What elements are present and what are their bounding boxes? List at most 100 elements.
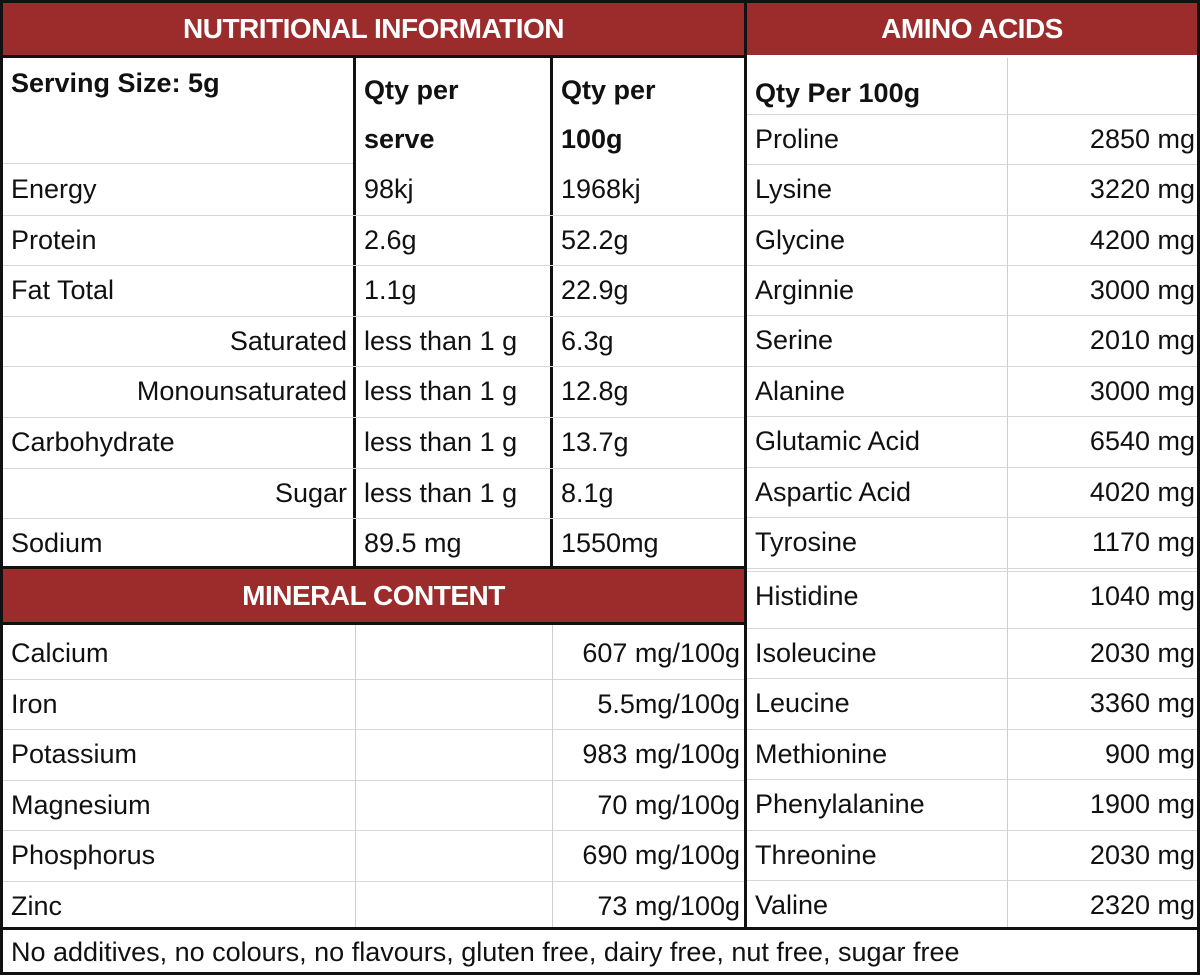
border-under-mineral-header [3, 622, 747, 625]
qty-per-serve: 2.6g [364, 224, 417, 255]
row-line [747, 830, 1197, 831]
qty-per-100g: 1550mg [561, 528, 659, 559]
nutrient-label: Protein [11, 224, 97, 255]
qty-per-serve: less than 1 g [364, 376, 518, 407]
border-bottom [3, 972, 1197, 975]
nut-col-divider-2 [550, 55, 553, 567]
mineral-value: 983 mg/100g [582, 739, 740, 769]
mineral-label: Potassium [11, 739, 138, 769]
nutrient-label: Sugar [274, 477, 347, 508]
border-right [1197, 0, 1200, 975]
qty-per-100g: 8.1g [561, 477, 614, 508]
border-above-footer [3, 927, 1200, 930]
mineral-value: 70 mg/100g [597, 789, 740, 820]
row-line [3, 417, 744, 418]
row-line [747, 880, 1197, 881]
row-line [747, 315, 1197, 316]
row-line [3, 467, 744, 469]
amino-value: 1040 mg [1089, 581, 1195, 611]
amino-label: Histidine [755, 581, 859, 611]
amino-value: 1170 mg [1091, 527, 1195, 557]
col-100g-line1: Qty per [561, 75, 656, 105]
nutrient-label: Sodium [11, 528, 103, 559]
row-line [747, 416, 1197, 417]
col-serve-line2: serve [364, 124, 435, 154]
amino-value: 3000 mg [1089, 376, 1195, 406]
amino-label: Aspartic Acid [755, 477, 912, 507]
amino-value: 2010 mg [1089, 325, 1195, 355]
mineral-label: Iron [11, 688, 58, 719]
row-line [747, 215, 1197, 216]
amino-label: Proline [755, 124, 840, 154]
mineral-value: 607 mg/100g [582, 638, 740, 668]
amino-value: 4020 mg [1089, 477, 1195, 507]
mineral-col-guide-2 [552, 625, 553, 927]
nutrition-header: NUTRITIONAL INFORMATION [3, 3, 744, 55]
nut-col-divider-1 [353, 55, 356, 567]
border-under-nut-header [3, 55, 747, 58]
amino-label: Serine [755, 325, 834, 355]
amino-value: 1900 mg [1089, 789, 1195, 819]
amino-value: 3000 mg [1089, 275, 1195, 305]
amino-value: 3220 mg [1089, 174, 1195, 204]
amino-label: Glycine [755, 225, 846, 255]
amino-label: Alanine [755, 376, 846, 406]
row-line [747, 517, 1197, 518]
row-line [747, 366, 1197, 367]
amino-value: 2030 mg [1089, 638, 1195, 668]
mineral-header: MINERAL CONTENT [3, 569, 744, 623]
row-line [3, 163, 353, 164]
row-line [747, 467, 1197, 468]
mineral-value: 5.5mg/100g [597, 688, 740, 719]
qty-per-serve: less than 1 g [364, 477, 518, 508]
amino-label: Valine [755, 890, 829, 920]
serving-size: Serving Size: 5g [11, 68, 220, 98]
qty-per-serve: 89.5 mg [364, 528, 462, 559]
amino-label: Lysine [755, 174, 833, 204]
amino-value: 3360 mg [1089, 688, 1195, 718]
row-line [747, 265, 1197, 266]
row-line [747, 114, 1197, 115]
qty-per-serve: less than 1 g [364, 325, 518, 356]
amino-label: Glutamic Acid [755, 426, 921, 456]
mineral-value: 690 mg/100g [582, 840, 740, 870]
footer-note: No additives, no colours, no flavours, g… [11, 937, 960, 967]
row-line [747, 678, 1197, 679]
row-line [3, 830, 744, 831]
row-line [747, 779, 1197, 780]
row-line [747, 729, 1197, 730]
amino-label: Isoleucine [755, 638, 877, 668]
row-line [3, 729, 744, 730]
mineral-label: Phosphorus [11, 840, 156, 870]
mineral-value: 73 mg/100g [597, 890, 740, 921]
amino-subheader: Qty Per 100g [755, 78, 921, 108]
col-100g-line2: 100g [561, 124, 623, 154]
qty-per-100g: 1968kj [561, 174, 641, 204]
amino-value: 2320 mg [1089, 890, 1195, 920]
border-above-mineral [3, 566, 747, 569]
qty-per-100g: 22.9g [561, 275, 629, 306]
amino-value: 2030 mg [1089, 840, 1195, 870]
border-left [0, 0, 3, 975]
row-line [3, 315, 744, 317]
amino-col-guide [1007, 58, 1008, 927]
amino-label: Arginnie [755, 275, 855, 305]
mineral-label: Zinc [11, 890, 63, 921]
row-line [3, 265, 744, 267]
amino-label: Methionine [755, 739, 888, 769]
row-line [747, 164, 1197, 165]
nutrient-label: Monounsaturated [136, 376, 347, 407]
mineral-col-guide-1 [355, 625, 356, 927]
qty-per-100g: 13.7g [561, 427, 629, 457]
amino-label: Threonine [755, 840, 877, 870]
qty-per-serve: 98kj [364, 174, 414, 204]
nutrient-label: Carbohydrate [11, 427, 175, 457]
mineral-label: Magnesium [11, 789, 151, 820]
nutrient-label: Saturated [229, 325, 347, 356]
amino-label: Tyrosine [755, 527, 858, 557]
amino-value: 900 mg [1104, 739, 1195, 769]
amino-header: AMINO ACIDS [747, 3, 1197, 55]
nutrient-label: Energy [11, 174, 97, 204]
amino-value: 4200 mg [1089, 225, 1195, 255]
